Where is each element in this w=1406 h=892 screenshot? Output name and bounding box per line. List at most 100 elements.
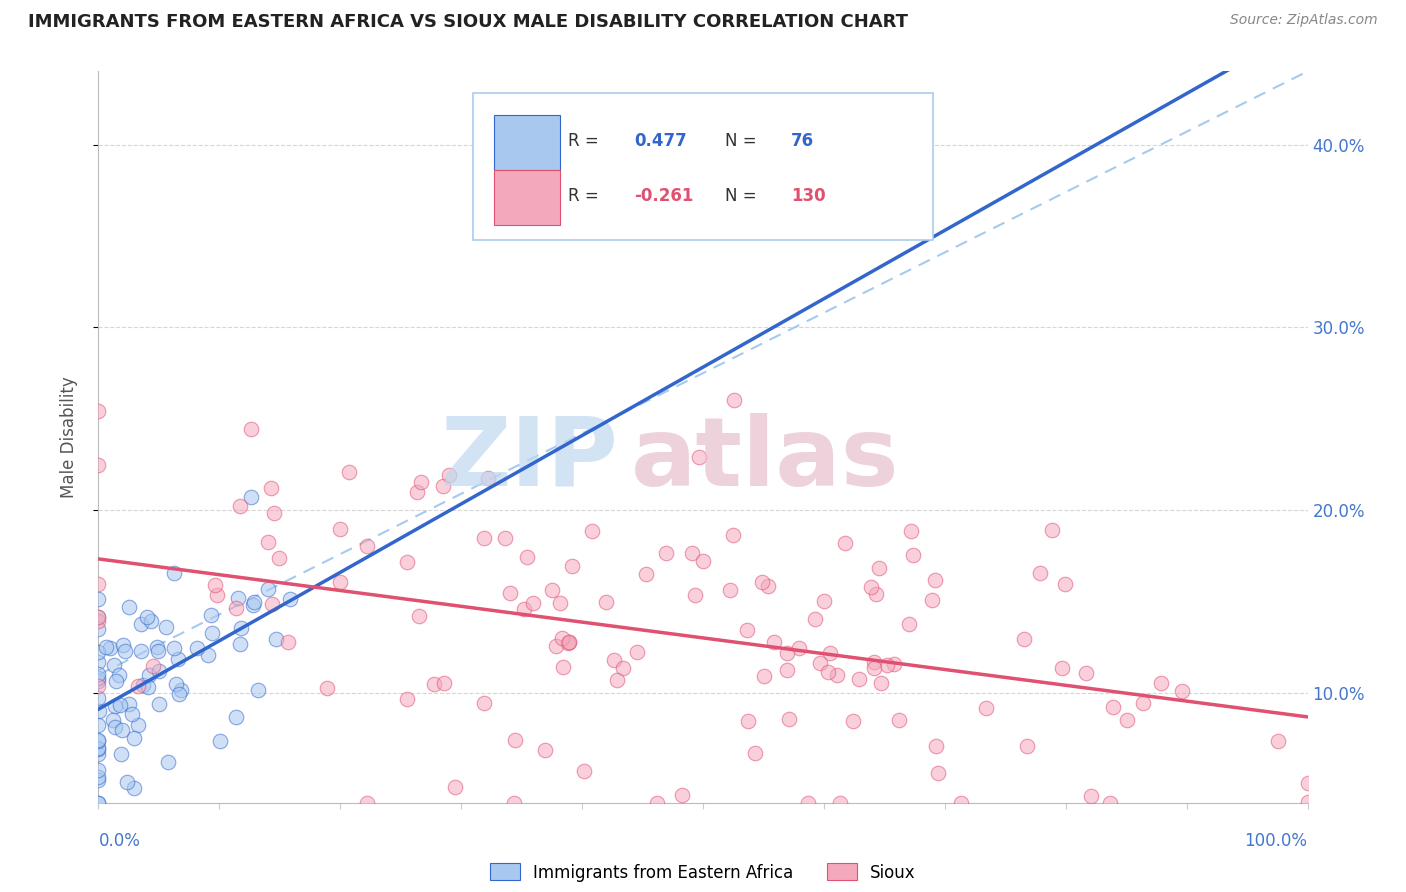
Text: R =: R = <box>568 186 603 204</box>
Point <box>87 742 110 756</box>
Point <box>1029 566 1052 581</box>
Point <box>522 596 544 610</box>
Point <box>225 601 247 615</box>
Point <box>681 547 703 561</box>
FancyBboxPatch shape <box>494 170 561 225</box>
Point <box>148 664 170 678</box>
Point <box>974 700 997 714</box>
Point <box>186 640 208 655</box>
Point <box>262 597 284 611</box>
Point <box>105 674 128 689</box>
Point <box>437 467 460 482</box>
Point <box>329 522 352 536</box>
Point <box>205 588 228 602</box>
Point <box>887 713 910 727</box>
Point <box>813 593 835 607</box>
Point <box>129 644 152 658</box>
Point <box>683 588 706 602</box>
Point <box>516 550 538 565</box>
Point <box>692 554 714 568</box>
Point <box>139 614 162 628</box>
Point <box>356 796 378 810</box>
Point <box>921 593 943 607</box>
Point <box>606 673 628 687</box>
Point <box>860 580 883 594</box>
Point <box>108 698 131 712</box>
Point <box>863 661 886 675</box>
Text: 130: 130 <box>792 186 825 204</box>
Point <box>1015 739 1038 753</box>
Text: atlas: atlas <box>630 412 898 506</box>
Point <box>828 796 851 810</box>
Point <box>472 531 495 545</box>
Point <box>209 734 232 748</box>
Point <box>540 582 562 597</box>
Point <box>87 796 110 810</box>
Point <box>477 471 499 485</box>
Point <box>558 635 581 649</box>
Point <box>1102 700 1125 714</box>
Point <box>89 704 111 718</box>
Point <box>396 692 419 706</box>
Point <box>925 739 948 753</box>
Point <box>409 475 432 489</box>
Point <box>136 681 159 695</box>
Point <box>315 681 337 695</box>
Point <box>924 573 946 587</box>
Point <box>432 479 454 493</box>
Point <box>797 796 820 810</box>
Point <box>87 610 110 624</box>
Point <box>156 756 179 770</box>
Point <box>756 579 779 593</box>
Point <box>901 548 924 562</box>
Point <box>1098 796 1121 810</box>
Point <box>136 610 159 624</box>
Point <box>1054 577 1077 591</box>
Point <box>155 620 177 634</box>
Point <box>737 714 759 728</box>
Point <box>949 796 972 810</box>
Point <box>848 672 870 686</box>
Point <box>897 616 920 631</box>
Point <box>534 743 557 757</box>
Point <box>124 731 146 746</box>
Point <box>87 734 110 748</box>
Point <box>503 796 526 810</box>
Point <box>115 775 138 789</box>
Point <box>513 602 536 616</box>
Point <box>927 765 949 780</box>
Point <box>278 591 301 606</box>
Point <box>557 635 579 649</box>
Text: 0.477: 0.477 <box>634 132 686 150</box>
Point <box>260 481 283 495</box>
Point <box>132 678 155 692</box>
Point <box>87 691 110 706</box>
Point <box>87 404 110 418</box>
Point <box>87 458 110 472</box>
Point <box>87 645 110 659</box>
Point <box>1115 713 1137 727</box>
Legend: Immigrants from Eastern Africa, Sioux: Immigrants from Eastern Africa, Sioux <box>482 855 924 890</box>
Point <box>87 577 110 591</box>
Point <box>869 676 891 690</box>
Point <box>329 574 352 589</box>
Point <box>787 640 810 655</box>
Point <box>167 687 190 701</box>
Point <box>762 635 785 649</box>
Point <box>229 637 252 651</box>
Point <box>247 683 270 698</box>
Point <box>718 582 741 597</box>
Point <box>197 648 219 662</box>
Point <box>581 524 603 538</box>
Text: N =: N = <box>724 132 762 150</box>
Point <box>408 608 430 623</box>
Point <box>499 586 522 600</box>
Point <box>87 747 110 761</box>
Point <box>142 659 165 673</box>
Point <box>263 506 285 520</box>
Point <box>257 582 280 596</box>
Point <box>229 621 252 635</box>
Point <box>103 658 125 673</box>
Point <box>612 661 634 675</box>
Point <box>751 574 773 589</box>
